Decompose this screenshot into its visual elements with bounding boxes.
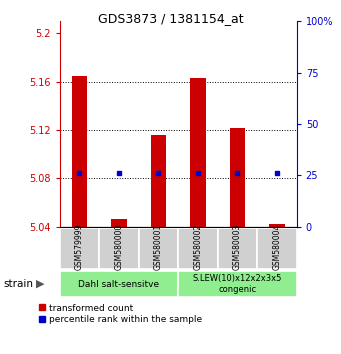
Text: GSM579999: GSM579999 <box>75 223 84 270</box>
Bar <box>111 219 127 227</box>
Text: GSM580002: GSM580002 <box>193 223 203 270</box>
Bar <box>60 271 178 297</box>
Bar <box>190 78 206 227</box>
Text: GDS3873 / 1381154_at: GDS3873 / 1381154_at <box>98 12 243 25</box>
Text: GSM580004: GSM580004 <box>272 223 281 270</box>
Bar <box>178 228 218 269</box>
Bar <box>60 228 99 269</box>
Bar <box>150 135 166 227</box>
Legend: transformed count, percentile rank within the sample: transformed count, percentile rank withi… <box>39 304 203 324</box>
Bar <box>99 228 139 269</box>
Bar <box>269 224 285 227</box>
Text: ▶: ▶ <box>36 279 44 289</box>
Text: S.LEW(10)x12x2x3x5
congenic: S.LEW(10)x12x2x3x5 congenic <box>193 274 282 294</box>
Text: GSM580003: GSM580003 <box>233 223 242 270</box>
Text: Dahl salt-sensitve: Dahl salt-sensitve <box>78 280 160 289</box>
Bar <box>178 271 297 297</box>
Bar <box>139 228 178 269</box>
Text: GSM580000: GSM580000 <box>115 223 123 270</box>
Bar <box>218 228 257 269</box>
Text: strain: strain <box>3 279 33 289</box>
Text: GSM580001: GSM580001 <box>154 223 163 270</box>
Bar <box>72 76 87 227</box>
Bar <box>257 228 297 269</box>
Bar <box>229 127 245 227</box>
